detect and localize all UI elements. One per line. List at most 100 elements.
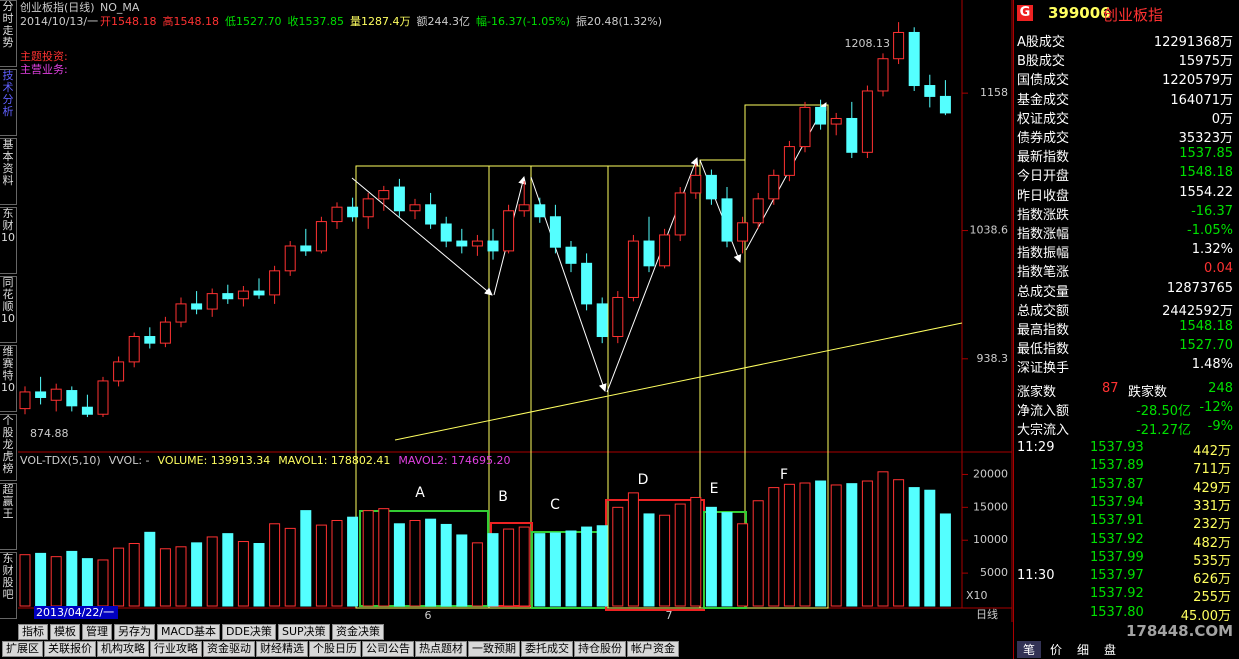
toolbar-button[interactable]: 委托成交 — [521, 641, 573, 657]
volume-bar — [97, 559, 109, 607]
side-tab[interactable]: 东财10 — [0, 207, 17, 274]
tick-price: 1537.99 — [1090, 549, 1144, 565]
row-value: 2442592万 — [1162, 303, 1233, 319]
quote-field: 高1548.18 — [163, 14, 220, 28]
toolbar-button[interactable]: 指标 — [18, 624, 48, 640]
flow-pct: -12% — [1199, 400, 1233, 415]
toolbar-button[interactable]: 资金决策 — [332, 624, 384, 640]
volume-bar — [721, 512, 733, 607]
side-tab[interactable]: 东财股吧 — [0, 552, 17, 619]
row-label: 指数涨幅 — [1017, 227, 1070, 242]
volume-bar — [768, 487, 780, 607]
volume-bar — [737, 523, 749, 607]
toolbar-button[interactable]: 另存为 — [114, 624, 155, 640]
side-tab[interactable]: 分时走势 — [0, 0, 17, 67]
toolbar-button[interactable]: 行业攻略 — [150, 641, 202, 657]
chart-title: 创业板指(日线) — [20, 0, 95, 14]
volume-bar — [690, 496, 702, 607]
toolbar-button[interactable]: 热点题材 — [415, 641, 467, 657]
volume-bar — [534, 533, 546, 607]
row-value: 1527.70 — [1179, 338, 1233, 354]
toolbar-button[interactable]: 机构攻略 — [97, 641, 149, 657]
row-label: 基金成交 — [1017, 92, 1070, 108]
candle-body — [518, 204, 530, 212]
toolbar-button[interactable]: 模板 — [50, 624, 80, 640]
candle-body — [175, 303, 187, 323]
candle-body — [549, 216, 561, 248]
row-value: 15975万 — [1178, 54, 1233, 70]
volume-bar — [815, 480, 827, 607]
panel-tab[interactable]: 笔 — [1017, 641, 1041, 658]
y-tick-label: 5000 — [980, 566, 1008, 579]
row-value: 1548.18 — [1179, 319, 1233, 334]
side-tab[interactable]: 技术分析 — [0, 69, 17, 136]
candle-body — [300, 245, 312, 252]
toolbar-button[interactable]: 个股日历 — [309, 641, 361, 657]
volume-bar — [66, 550, 78, 607]
pattern-label: A — [415, 485, 425, 501]
tick-price: 1537.97 — [1090, 568, 1144, 584]
row-label: 国债成交 — [1017, 73, 1070, 89]
candle-body — [144, 336, 156, 344]
tick-time: 11:29 — [1017, 440, 1055, 455]
quote-panel — [1013, 0, 1239, 659]
breadth-label: 涨家数 — [1017, 385, 1057, 400]
side-tab[interactable]: 个股龙虎榜 — [0, 414, 17, 481]
toolbar-button[interactable]: 帐户资金 — [627, 641, 679, 657]
candle-body — [487, 240, 499, 252]
candle-body — [705, 174, 717, 200]
business-label: 主营业务: — [20, 62, 68, 76]
volume-bar — [830, 484, 842, 607]
side-tab[interactable]: 基本资料 — [0, 138, 17, 205]
quote-field: 低1527.70 — [225, 15, 282, 28]
volume-bar — [284, 527, 296, 607]
volume-bar — [440, 523, 452, 607]
toolbar-button[interactable]: 管理 — [82, 624, 112, 640]
tick-price: 1537.91 — [1090, 513, 1144, 529]
flow-label: 大宗流入 — [1017, 423, 1070, 438]
toolbar-button[interactable]: 财经精选 — [256, 641, 308, 657]
volume-bar — [752, 500, 764, 607]
pattern-label: E — [710, 481, 719, 497]
row-label: 最高指数 — [1017, 323, 1070, 338]
toolbar-button[interactable]: 持仓股份 — [574, 641, 626, 657]
side-tab[interactable]: 维赛特10 — [0, 345, 17, 412]
candle-body — [503, 210, 515, 252]
volume-bar — [409, 519, 421, 607]
toolbar-button[interactable]: DDE决策 — [222, 624, 276, 640]
toolbar-button[interactable]: 一致预期 — [468, 641, 520, 657]
toolbar-button[interactable]: 公司公告 — [362, 641, 414, 657]
tick-price: 1537.80 — [1090, 604, 1144, 620]
toolbar-button[interactable]: SUP决策 — [278, 624, 330, 640]
candle-body — [284, 245, 296, 272]
flow-pct: -9% — [1207, 419, 1233, 434]
pattern-label: B — [498, 489, 508, 505]
quote-field: 额244.3亿 — [417, 15, 471, 28]
side-tab[interactable]: 同花顺10 — [0, 276, 17, 343]
candle-body — [347, 206, 359, 218]
panel-tab[interactable]: 细 — [1071, 641, 1095, 658]
volume-bar — [300, 510, 312, 607]
candle-body — [113, 361, 125, 382]
candle-body — [19, 391, 31, 410]
toolbar-button[interactable]: 关联报价 — [44, 641, 96, 657]
volume-bar — [237, 541, 249, 607]
side-tab[interactable]: 超赢王 — [0, 483, 17, 550]
flow-label: 净流入额 — [1017, 404, 1070, 419]
volume-bar — [877, 471, 889, 607]
row-value: 1537.85 — [1179, 146, 1233, 162]
box — [744, 104, 829, 609]
toolbar-button[interactable]: 扩展区 — [2, 641, 43, 657]
candle-body — [893, 31, 905, 60]
panel-tab[interactable]: 盘 — [1098, 641, 1122, 658]
breadth-value: 87 — [1102, 381, 1119, 396]
volume-bar — [924, 489, 936, 607]
volume-bar — [612, 506, 624, 607]
tick-volume: 255万 — [1193, 590, 1231, 606]
volume-bar — [159, 548, 171, 607]
toolbar-button[interactable]: 资金驱动 — [203, 641, 255, 657]
y-tick-label: 15000 — [973, 500, 1008, 513]
panel-tab[interactable]: 价 — [1044, 641, 1068, 658]
unit-label: X10 — [966, 589, 988, 602]
toolbar-button[interactable]: MACD基本 — [157, 624, 220, 640]
